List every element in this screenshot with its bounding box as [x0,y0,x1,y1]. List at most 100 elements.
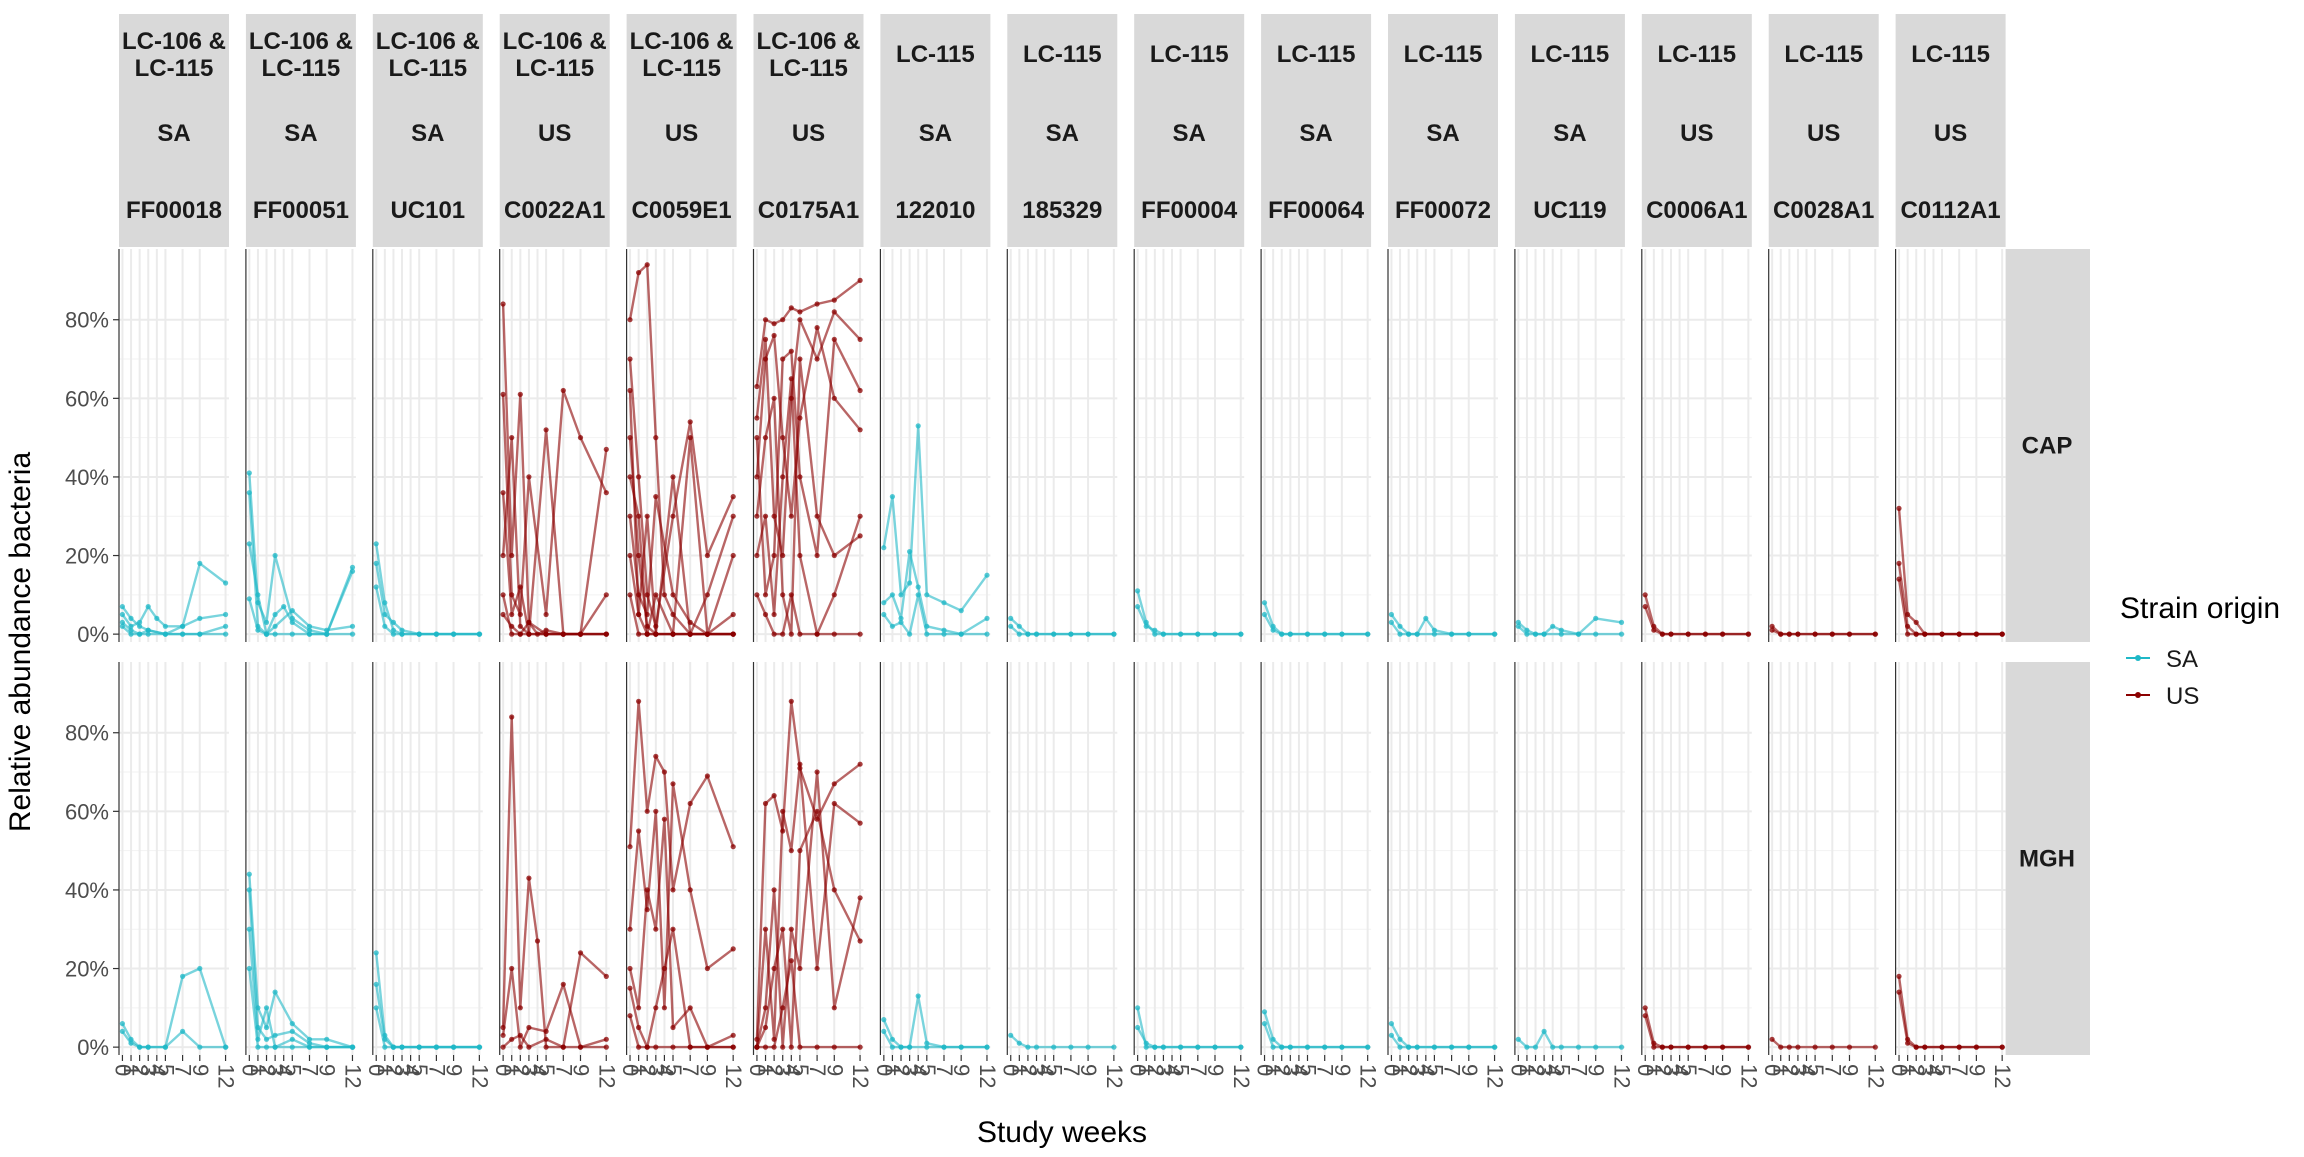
x-tick-label: 5 [534,1064,559,1076]
x-tick-label: 1 [373,1064,398,1076]
data-point [1642,1013,1648,1019]
data-point [137,631,143,637]
data-point [373,541,379,547]
data-point [754,1044,760,1050]
data-point [1550,1044,1556,1050]
data-point [145,604,151,610]
column-strip-strain: FF00064 [1268,197,1365,224]
x-tick-label: 12 [1609,1064,1634,1088]
y-tick-label: 0% [77,622,109,647]
data-point [661,1005,668,1011]
data-point [644,611,650,618]
x-tick-label: 5 [915,1064,940,1076]
data-point [272,611,278,618]
facet-panel [880,662,991,1055]
data-point [924,631,930,637]
data-point [627,844,633,850]
data-point [1406,1044,1412,1050]
data-point [526,1024,532,1031]
data-point [730,631,736,637]
data-point [119,611,125,618]
data-point [451,1044,457,1050]
x-tick-label: 5 [1296,1064,1321,1076]
data-point [636,513,642,519]
data-point [831,887,837,893]
data-point [730,513,736,519]
data-point [1642,604,1648,610]
data-point [984,572,990,578]
data-point [1515,623,1521,629]
x-tick-label: 9 [1457,1064,1482,1076]
data-point [517,391,523,397]
x-tick-label: 2 [381,1064,406,1076]
column-strip-lineage: LC-106 & LC-115 [376,28,480,82]
data-point [197,631,203,637]
data-point [653,926,659,932]
data-point [1745,1044,1751,1050]
data-point [889,592,896,598]
data-point [223,611,229,618]
data-point [1524,631,1530,637]
data-point [1431,627,1437,633]
data-point [797,552,803,559]
column-strip-strain: FF00018 [126,197,222,224]
x-tick-label: 4 [652,1064,677,1076]
x-tick-label: 5 [1549,1064,1574,1076]
data-point [814,769,820,775]
data-point [857,336,863,342]
data-point [1524,1044,1530,1050]
column-strip-strain: C0112A1 [1901,197,2001,224]
column-strip-origin: SA [1553,120,1586,147]
x-tick-label: 7 [171,1064,196,1076]
facet-panel [499,249,610,642]
data-point [306,1040,313,1046]
column-strip-lineage: LC-106 & LC-115 [756,28,860,82]
data-point [500,301,506,307]
column-strip-strain: C0006A1 [1646,197,1747,224]
data-point [814,808,820,814]
data-point [500,552,506,559]
data-point [1135,604,1141,610]
data-point [1152,631,1158,637]
column-strip-origin: SA [1299,120,1332,147]
data-point [543,1044,549,1050]
y-tick-label: 80% [65,721,109,746]
data-point [1720,1044,1726,1050]
data-point [543,631,549,637]
data-point [577,950,584,956]
data-point [1745,631,1751,637]
row-strip [2004,662,2090,1055]
column-strip-strain: FF00051 [253,197,349,224]
facet-panel [119,249,229,642]
data-point [881,1028,887,1034]
x-tick-label: 5 [1676,1064,1701,1076]
data-point [1872,631,1878,637]
data-point [476,1044,482,1050]
column-strip-origin: US [792,120,825,147]
data-point [924,1044,930,1050]
data-point [1160,631,1166,637]
column-strip [1134,14,1245,247]
x-tick-label: 7 [1186,1064,1211,1076]
x-tick-label: 1 [627,1064,652,1076]
data-point [1575,631,1582,637]
data-point [543,1036,549,1042]
column-strip [245,14,356,247]
data-point [1397,1036,1403,1042]
data-point [1492,631,1498,637]
column-strip [626,14,737,247]
data-point [1905,1040,1911,1046]
data-point [1956,1044,1962,1050]
data-point [1829,1044,1835,1050]
data-point [399,1044,405,1050]
data-point [1008,623,1014,629]
data-point [1195,631,1201,637]
data-point [373,1005,379,1011]
x-tick-label: 12 [1102,1064,1127,1088]
data-point [831,552,837,559]
data-point [771,1044,777,1050]
data-point [1769,1036,1775,1042]
data-point [246,596,252,602]
data-point [1397,623,1403,629]
